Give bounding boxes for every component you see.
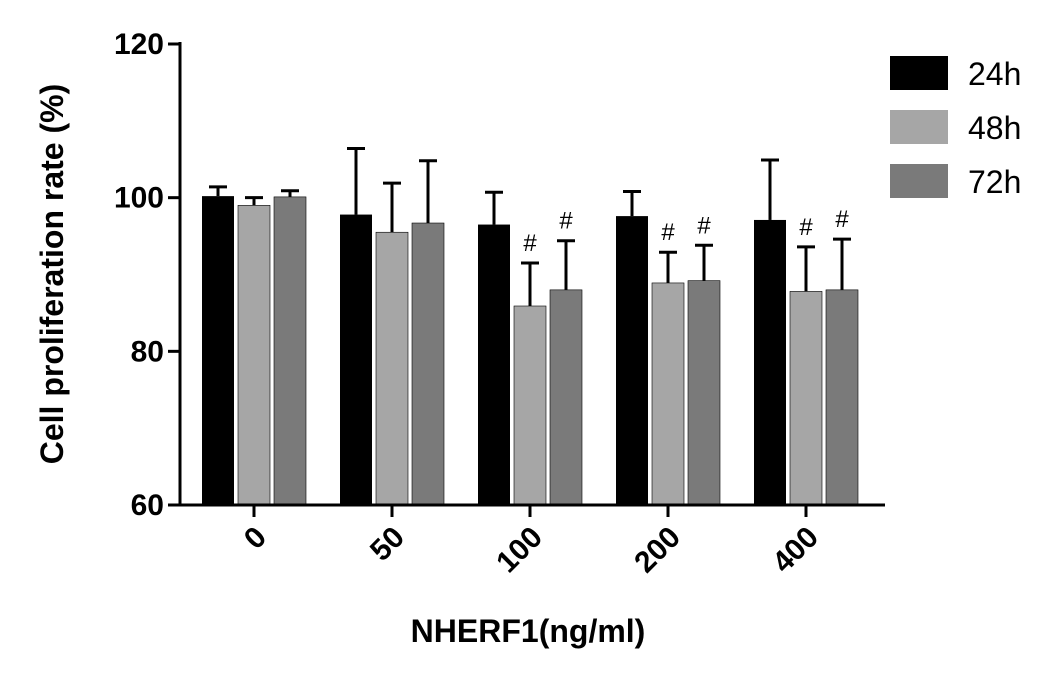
significance-mark-72h-100: # [559, 208, 573, 235]
bar-48h-100 [513, 305, 547, 506]
bar-72h-200 [687, 280, 721, 506]
significance-mark-48h-200: # [661, 219, 675, 246]
y-tick-label-100: 100 [114, 182, 164, 215]
bar-24h-200 [616, 216, 648, 505]
bar-72h-100 [549, 289, 583, 506]
significance-mark-72h-200: # [697, 212, 711, 239]
x-tick-label-100: 100 [490, 521, 549, 580]
x-axis: 0 50 100 200 400 [178, 503, 885, 580]
y-axis: 60 80 100 120 [114, 28, 182, 522]
bar-24h-100 [478, 224, 510, 505]
legend-label-24h: 24h [968, 56, 1021, 92]
x-tick-label-400: 400 [766, 521, 825, 580]
x-tick-label-50: 50 [364, 521, 411, 568]
x-tick-label-200: 200 [628, 521, 687, 580]
y-tick-label-60: 60 [131, 489, 164, 522]
bar-48h-0 [237, 205, 271, 506]
bar-48h-50 [375, 231, 409, 506]
x-axis-title: NHERF1(ng/ml) [411, 613, 646, 649]
error-bars-layer [209, 146, 851, 307]
bar-72h-400 [825, 289, 859, 506]
bar-24h-0 [202, 196, 234, 505]
y-axis-title: Cell proliferation rate (%) [34, 84, 70, 465]
legend-label-72h: 72h [968, 164, 1021, 200]
legend-swatch-48h [890, 110, 948, 144]
significance-mark-48h-400: # [799, 214, 813, 241]
legend: 24h 48h 72h [890, 56, 1021, 200]
y-tick-label-120: 120 [114, 28, 164, 61]
legend-swatch-72h [890, 164, 948, 198]
significance-mark-72h-400: # [835, 206, 849, 233]
legend-swatch-24h [890, 56, 948, 90]
bar-72h-0 [273, 196, 307, 506]
significance-mark-48h-100: # [523, 230, 537, 257]
y-tick-label-80: 80 [131, 335, 164, 368]
annotations-layer: # # # # # # [523, 206, 849, 257]
legend-label-48h: 48h [968, 110, 1021, 146]
bar-48h-200 [651, 282, 685, 506]
bars-layer [202, 196, 859, 506]
bar-48h-400 [789, 291, 823, 506]
bar-24h-400 [754, 219, 786, 505]
bar-72h-50 [411, 222, 445, 506]
x-tick-label-0: 0 [238, 521, 273, 556]
bar-24h-50 [340, 214, 372, 505]
